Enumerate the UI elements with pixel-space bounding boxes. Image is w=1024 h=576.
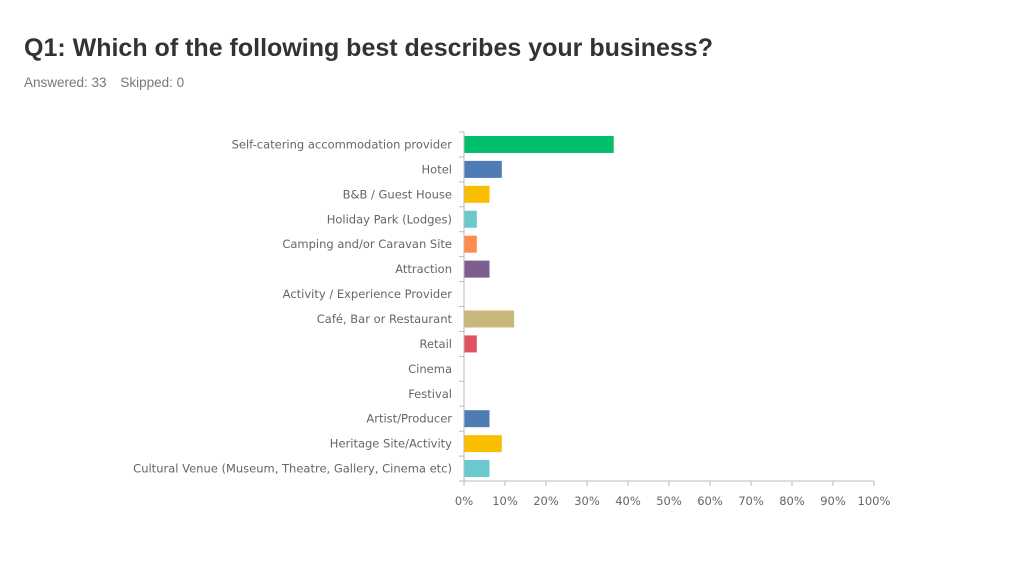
bar <box>464 310 515 328</box>
answered-count: Answered: 33 <box>24 75 107 90</box>
bar <box>464 135 614 153</box>
bar <box>464 335 477 353</box>
category-label: Artist/Producer <box>366 412 452 426</box>
category-label: Self-catering accommodation provider <box>232 137 453 151</box>
x-tick-label: 20% <box>533 494 559 508</box>
bar <box>464 435 502 453</box>
x-tick-label: 30% <box>574 494 600 508</box>
x-tick-label: 100% <box>858 494 891 508</box>
category-label: Heritage Site/Activity <box>330 437 452 451</box>
skipped-count: Skipped: 0 <box>120 75 185 90</box>
category-label: Camping and/or Caravan Site <box>282 237 452 251</box>
bar <box>464 185 490 203</box>
bar <box>464 160 502 178</box>
x-tick-labels: 0% 10% 20% 30% 40% 50% 60% 70% 80% 90% 100% <box>455 494 891 508</box>
bar <box>464 410 490 428</box>
x-tick-label: 90% <box>820 494 846 508</box>
category-label: Retail <box>420 337 453 351</box>
bar <box>464 260 490 278</box>
bar <box>464 460 490 478</box>
x-tick-label: 60% <box>697 494 723 508</box>
question-title: Q1: Which of the following best describe… <box>24 34 713 62</box>
x-tick-label: 0% <box>455 494 473 508</box>
response-stats: Answered: 33 Skipped: 0 <box>24 75 194 90</box>
x-tick-label: 70% <box>738 494 764 508</box>
x-tick-label: 10% <box>492 494 518 508</box>
category-label: B&B / Guest House <box>343 187 452 201</box>
category-label: Festival <box>408 387 452 401</box>
chart-axes <box>459 131 875 487</box>
x-tick-label: 50% <box>656 494 682 508</box>
bar <box>464 235 477 253</box>
category-label: Activity / Experience Provider <box>283 287 453 301</box>
category-label: Hotel <box>422 162 452 176</box>
category-label: Holiday Park (Lodges) <box>327 212 452 226</box>
category-label: Cultural Venue (Museum, Theatre, Gallery… <box>133 462 452 476</box>
category-labels: Self-catering accommodation provider Hote… <box>133 137 452 475</box>
category-label: Attraction <box>395 262 452 276</box>
category-label: Café, Bar or Restaurant <box>317 312 453 326</box>
category-label: Cinema <box>408 362 452 376</box>
x-tick-label: 80% <box>779 494 805 508</box>
chart-bars <box>464 135 614 478</box>
x-tick-label: 40% <box>615 494 641 508</box>
bar <box>464 210 477 228</box>
